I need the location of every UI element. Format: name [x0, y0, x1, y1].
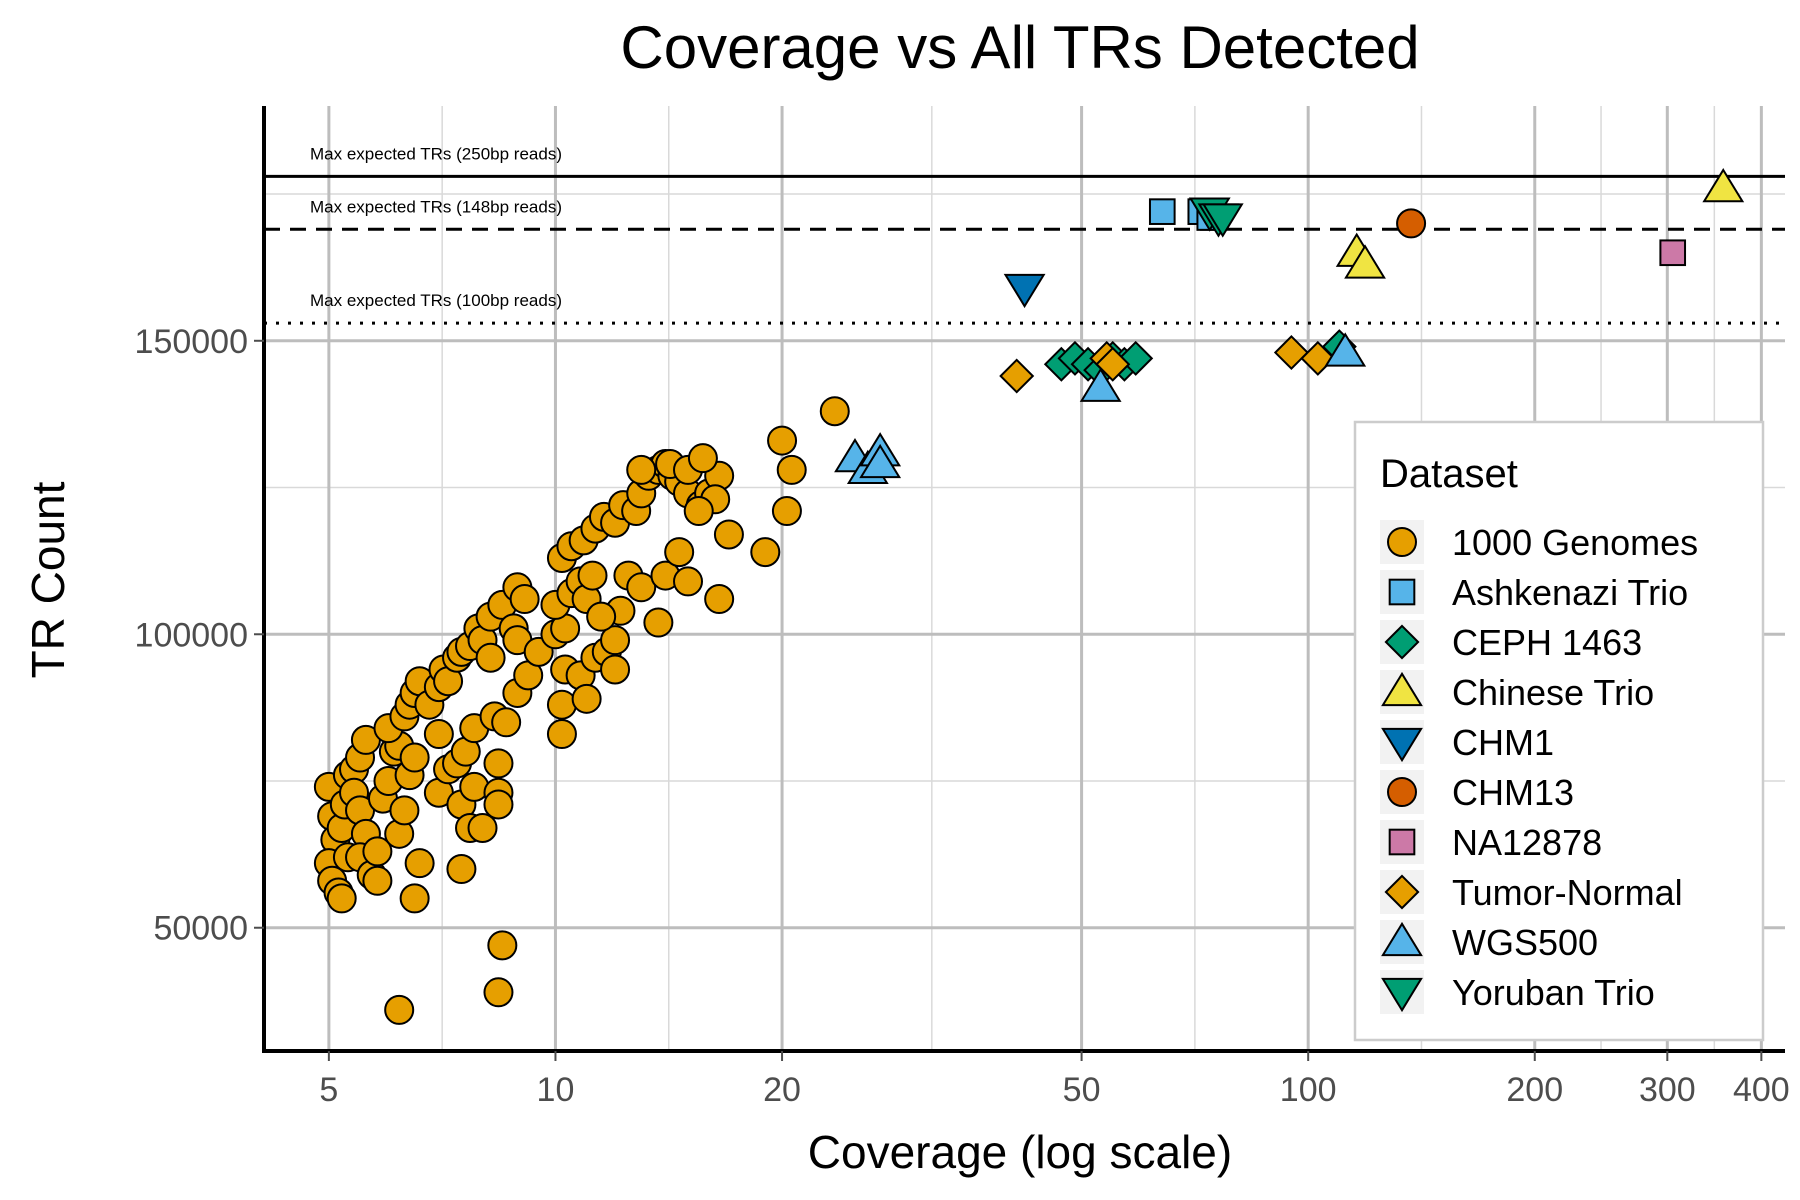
point-1000-genomes	[600, 654, 631, 685]
legend-key-marker	[1381, 727, 1423, 763]
point-1000-genomes	[664, 537, 695, 568]
legend-item-label: Ashkenazi Trio	[1452, 572, 1688, 613]
point-tumor-normal	[999, 358, 1035, 394]
legend-item-label: Tumor-Normal	[1452, 872, 1683, 913]
point-1000-genomes	[467, 812, 498, 843]
legend-key-marker	[1387, 527, 1417, 557]
point-1000-genomes	[483, 977, 514, 1008]
point-1000-genomes	[483, 789, 514, 820]
point-1000-genomes	[509, 584, 540, 615]
point-1000-genomes	[643, 607, 674, 638]
point-yoruban-trio	[1201, 203, 1244, 238]
point-1000-genomes	[326, 883, 357, 914]
point-1000-genomes	[687, 443, 718, 474]
point-1000-genomes	[819, 396, 850, 427]
x-tick-label: 200	[1506, 1071, 1563, 1109]
x-axis-title: Coverage (log scale)	[808, 1126, 1232, 1178]
x-tick-label: 400	[1733, 1071, 1790, 1109]
point-1000-genomes	[404, 848, 435, 879]
point-1000-genomes	[487, 930, 518, 961]
x-tick-label: 10	[537, 1071, 575, 1109]
point-na12878	[1659, 239, 1687, 267]
x-tick-label: 100	[1280, 1071, 1337, 1109]
legend-key-marker	[1384, 874, 1420, 910]
x-axis-ticks: 5 10 20 50 100 200 300 400	[319, 1051, 1790, 1109]
y-axis-title: TR Count	[22, 481, 74, 678]
legend-key-marker	[1388, 578, 1416, 606]
x-tick-label: 50	[1063, 1071, 1101, 1109]
y-axis-ticks: 50000 100000 150000	[135, 323, 264, 948]
point-1000-genomes	[546, 689, 577, 720]
point-1000-genomes	[586, 601, 617, 632]
legend-key-marker	[1384, 624, 1420, 660]
point-1000-genomes	[776, 454, 807, 485]
point-1000-genomes	[600, 625, 631, 656]
legend-item-label: WGS500	[1452, 922, 1598, 963]
legend-item-label: CEPH 1463	[1452, 622, 1642, 663]
point-tumor-normal	[1273, 335, 1309, 371]
reference-line-label: Max expected TRs (100bp reads)	[310, 291, 562, 310]
point-1000-genomes	[626, 572, 657, 603]
legend-key-marker	[1381, 671, 1423, 707]
y-tick-label: 50000	[153, 910, 248, 948]
data-points	[313, 168, 1745, 1025]
legend-key-marker	[1388, 828, 1416, 856]
legend: Dataset 1000 Genomes Ashkenazi Trio CEPH 1…	[1353, 420, 1765, 1042]
y-tick-label: 100000	[135, 616, 248, 654]
point-1000-genomes	[750, 537, 781, 568]
x-tick-label: 300	[1639, 1071, 1696, 1109]
reference-line-label: Max expected TRs (250bp reads)	[310, 144, 562, 163]
point-ashkenazi-trio	[1148, 198, 1176, 225]
point-wgs500	[859, 443, 902, 479]
legend-item-label: CHM13	[1452, 772, 1574, 813]
point-1000-genomes	[384, 994, 415, 1025]
legend-key-marker	[1381, 921, 1423, 957]
legend-key-marker	[1387, 777, 1417, 807]
legend-item-label: CHM1	[1452, 722, 1554, 763]
point-1000-genomes	[423, 719, 454, 750]
point-chinese-trio	[1702, 168, 1745, 203]
point-1000-genomes	[491, 707, 522, 738]
reference-lines: Max expected TRs (250bp reads) Max expect…	[264, 144, 1785, 325]
point-1000-genomes	[389, 795, 420, 826]
reference-line-label: Max expected TRs (148bp reads)	[310, 197, 562, 216]
point-1000-genomes	[362, 836, 393, 867]
point-1000-genomes	[475, 642, 506, 673]
point-1000-genomes	[399, 742, 430, 773]
x-tick-label: 5	[319, 1071, 338, 1109]
point-chm13	[1396, 208, 1427, 239]
point-1000-genomes	[399, 883, 430, 914]
legend-item-label: NA12878	[1452, 822, 1602, 863]
y-tick-label: 150000	[135, 323, 248, 361]
point-wgs500	[1079, 367, 1122, 402]
point-1000-genomes	[673, 566, 704, 597]
point-1000-genomes	[713, 519, 744, 550]
chart-title: Coverage vs All TRs Detected	[620, 14, 1419, 81]
legend-title: Dataset	[1380, 452, 1518, 496]
point-1000-genomes	[771, 496, 802, 526]
point-1000-genomes	[683, 496, 714, 526]
point-1000-genomes	[571, 683, 602, 714]
point-1000-genomes	[483, 748, 514, 779]
point-chinese-trio	[1344, 244, 1386, 279]
legend-item-label: Yoruban Trio	[1452, 972, 1655, 1013]
point-1000-genomes	[362, 865, 393, 896]
point-1000-genomes	[704, 584, 735, 615]
point-1000-genomes	[577, 560, 608, 591]
point-wgs500	[1324, 332, 1367, 367]
point-1000-genomes	[626, 454, 657, 485]
point-chm1	[1003, 273, 1046, 309]
point-tumor-normal	[1095, 346, 1131, 382]
legend-item-label: 1000 Genomes	[1452, 522, 1698, 563]
legend-item-label: Chinese Trio	[1452, 672, 1654, 713]
point-1000-genomes	[546, 719, 577, 750]
point-1000-genomes	[446, 854, 477, 885]
legend-key-marker	[1381, 977, 1423, 1013]
point-1000-genomes	[767, 425, 798, 456]
x-tick-label: 20	[763, 1071, 801, 1109]
